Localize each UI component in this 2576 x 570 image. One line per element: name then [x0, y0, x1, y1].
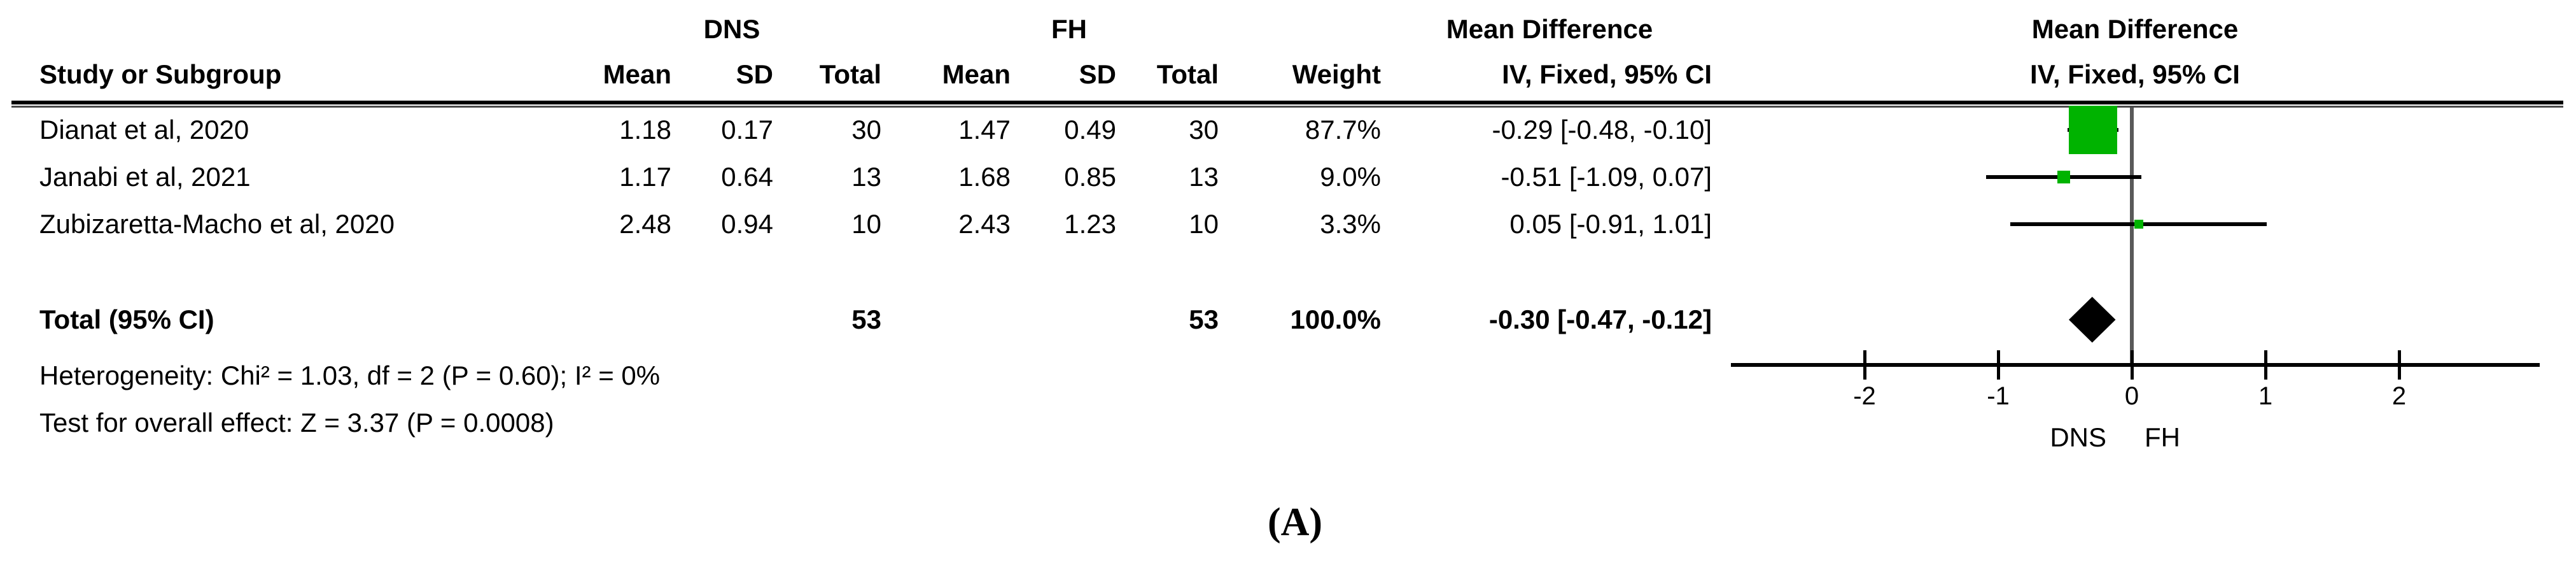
weight-value: 9.0% — [1320, 162, 1381, 192]
panel-caption: (A) — [1267, 501, 1323, 544]
weight-value: 87.7% — [1305, 115, 1381, 145]
mean-fh: 2.43 — [958, 209, 1011, 239]
sd-fh: 0.49 — [1064, 115, 1116, 145]
overall-effect-note: Test for overall effect: Z = 3.37 (P = 0… — [39, 408, 554, 438]
header-mean-dns: Mean — [603, 59, 671, 89]
header-weight: Weight — [1292, 59, 1381, 89]
study-name: Zubizaretta-Macho et al, 2020 — [39, 209, 395, 239]
axis-tick-label: -1 — [1987, 382, 2010, 410]
mean-dns: 2.48 — [619, 209, 671, 239]
header-rule-thick — [11, 101, 2563, 104]
sd-fh: 0.85 — [1064, 162, 1116, 192]
study-name: Janabi et al, 2021 — [39, 162, 251, 192]
header-sd-fh: SD — [1079, 59, 1116, 89]
axis-label-fh: FH — [2145, 422, 2180, 452]
header-iv-fixed-ci-text: IV, Fixed, 95% CI — [1502, 59, 1712, 89]
pooled-effect-diamond — [2069, 297, 2116, 343]
sd-dns: 0.64 — [721, 162, 773, 192]
header-iv-fixed-ci-plot: IV, Fixed, 95% CI — [2030, 59, 2240, 89]
header-rule-thin — [11, 106, 2563, 108]
group-header-dns: DNS — [703, 14, 760, 44]
header-total-dns: Total — [819, 59, 881, 89]
column-group-mean-difference-text: Mean Difference — [1446, 14, 1653, 44]
total-md-ci-value: -0.30 [-0.47, -0.12] — [1488, 304, 1712, 334]
mean-fh: 1.47 — [958, 115, 1011, 145]
axis-tick-label: 2 — [2391, 382, 2407, 410]
mean-dns: 1.17 — [619, 162, 671, 192]
total-fh: 30 — [1189, 115, 1219, 145]
total-weight: 100.0% — [1290, 304, 1381, 334]
sd-dns: 0.17 — [721, 115, 773, 145]
total-dns: 10 — [851, 209, 881, 239]
md-ci-value: 0.05 [-0.91, 1.01] — [1509, 209, 1712, 239]
header-mean-fh: Mean — [942, 59, 1011, 89]
heterogeneity-note: Heterogeneity: Chi² = 1.03, df = 2 (P = … — [39, 360, 661, 390]
zero-reference-line — [2130, 108, 2134, 365]
axis-tick — [2264, 350, 2267, 380]
md-ci-value: -0.51 [-1.09, 0.07] — [1501, 162, 1712, 192]
total-fh: 10 — [1189, 209, 1219, 239]
header-sd-dns: SD — [736, 59, 773, 89]
effect-size-square — [2057, 171, 2070, 183]
effect-size-square — [2069, 106, 2118, 154]
total-fh: 13 — [1189, 162, 1219, 192]
header-study-or-subgroup: Study or Subgroup — [39, 59, 282, 89]
axis-tick — [2398, 350, 2401, 380]
total-dns: 13 — [851, 162, 881, 192]
total-row-label: Total (95% CI) — [39, 304, 214, 334]
column-group-mean-difference-plot: Mean Difference — [2031, 14, 2239, 44]
total-n-dns: 53 — [851, 304, 881, 334]
total-n-fh: 53 — [1189, 304, 1219, 334]
study-name: Dianat et al, 2020 — [39, 115, 249, 145]
axis-tick — [2131, 350, 2134, 380]
axis-tick — [1863, 350, 1866, 380]
total-dns: 30 — [851, 115, 881, 145]
axis-label-dns: DNS — [2050, 422, 2106, 452]
sd-dns: 0.94 — [721, 209, 773, 239]
weight-value: 3.3% — [1320, 209, 1381, 239]
axis-tick — [1997, 350, 2000, 380]
axis-tick-label: 1 — [2258, 382, 2273, 410]
effect-size-square — [2134, 220, 2143, 229]
sd-fh: 1.23 — [1064, 209, 1116, 239]
mean-fh: 1.68 — [958, 162, 1011, 192]
axis-tick-label: -2 — [1853, 382, 1876, 410]
group-header-fh: FH — [1051, 14, 1087, 44]
x-axis-line — [1731, 363, 2540, 367]
header-total-fh: Total — [1156, 59, 1219, 89]
md-ci-value: -0.29 [-0.48, -0.10] — [1492, 115, 1712, 145]
axis-tick-label: 0 — [2124, 382, 2139, 410]
mean-dns: 1.18 — [619, 115, 671, 145]
